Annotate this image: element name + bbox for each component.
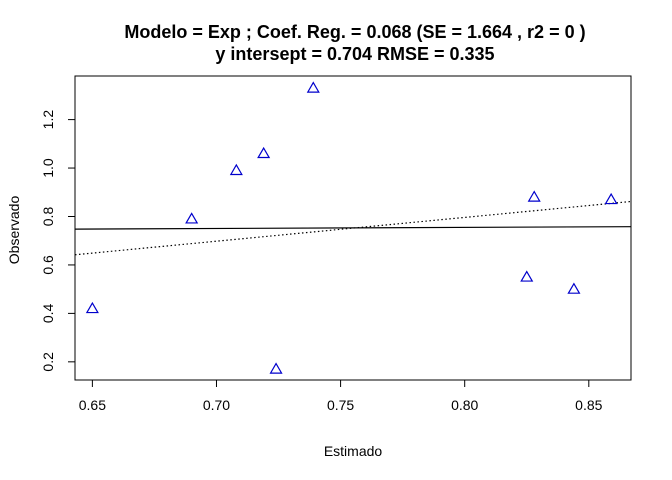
y-tick-label: 0.2 — [40, 352, 56, 372]
chart-title-line2: y intersept = 0.704 RMSE = 0.335 — [215, 44, 494, 64]
reference-line — [74, 226, 632, 230]
x-tick-label: 0.85 — [575, 397, 602, 413]
data-points — [85, 81, 618, 374]
data-point — [604, 192, 618, 205]
data-point — [229, 163, 243, 176]
y-tick-label: 1.0 — [40, 158, 56, 178]
chart-title-line1: Modelo = Exp ; Coef. Reg. = 0.068 (SE = … — [124, 22, 585, 42]
data-point — [527, 190, 541, 202]
data-point — [185, 212, 199, 224]
x-axis: 0.65 0.70 0.75 0.80 0.85 — [79, 379, 603, 413]
y-tick-label: 0.4 — [40, 303, 56, 323]
data-point — [257, 146, 271, 159]
data-point — [269, 362, 283, 374]
data-point — [85, 301, 99, 314]
y-tick-label: 0.8 — [40, 207, 56, 227]
regression-line — [74, 200, 632, 256]
y-axis: 0.2 0.4 0.6 0.8 1.0 1.2 — [40, 110, 76, 372]
y-axis-label: Observado — [6, 196, 22, 265]
regression-lines — [74, 200, 632, 256]
data-point — [520, 270, 534, 282]
data-point — [567, 282, 581, 294]
x-tick-label: 0.75 — [327, 397, 354, 413]
y-tick-label: 0.6 — [40, 255, 56, 275]
x-axis-label: Estimado — [324, 443, 383, 459]
data-point — [306, 81, 320, 93]
x-tick-label: 0.70 — [203, 397, 230, 413]
x-tick-label: 0.65 — [79, 397, 106, 413]
y-tick-label: 1.2 — [40, 110, 56, 130]
x-tick-label: 0.80 — [451, 397, 478, 413]
